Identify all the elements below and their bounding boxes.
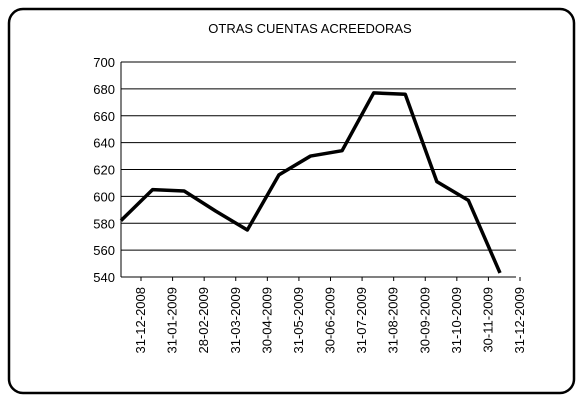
x-tick-label: 31-05-2009: [291, 287, 306, 354]
x-tick-label: 31-07-2009: [354, 287, 369, 354]
x-tick-label: 30-04-2009: [259, 287, 274, 354]
line: [119, 91, 502, 274]
y-tick-label: 680: [93, 82, 115, 97]
y-tick-label: 580: [93, 216, 115, 231]
y-tick-label: 620: [93, 163, 115, 178]
x-tick-label: 31-10-2009: [449, 287, 464, 354]
y-tick-label: 660: [93, 109, 115, 124]
y-tick-label: 700: [93, 55, 115, 70]
y-tick-label: 600: [93, 189, 115, 204]
x-tick-label: 31-01-2009: [165, 287, 180, 354]
x-tick-label: 31-12-2008: [133, 287, 148, 354]
x-tick-label: 28-02-2009: [196, 287, 211, 354]
x-tick-label: 30-06-2009: [323, 287, 338, 354]
chart-title: OTRAS CUENTAS ACREEDORAS: [208, 21, 412, 36]
y-tick-label: 540: [93, 270, 115, 285]
x-tick-label: 30-11-2009: [480, 287, 495, 353]
chart-frame: [7, 7, 576, 395]
y-tick-label: 560: [93, 243, 115, 258]
x-tick-label: 31-12-2009: [512, 287, 527, 354]
y-tick-label: 640: [93, 136, 115, 151]
x-tick-label: 31-08-2009: [386, 287, 401, 354]
x-tick-label: 30-09-2009: [417, 287, 432, 354]
x-tick-label: 31-03-2009: [228, 287, 243, 354]
